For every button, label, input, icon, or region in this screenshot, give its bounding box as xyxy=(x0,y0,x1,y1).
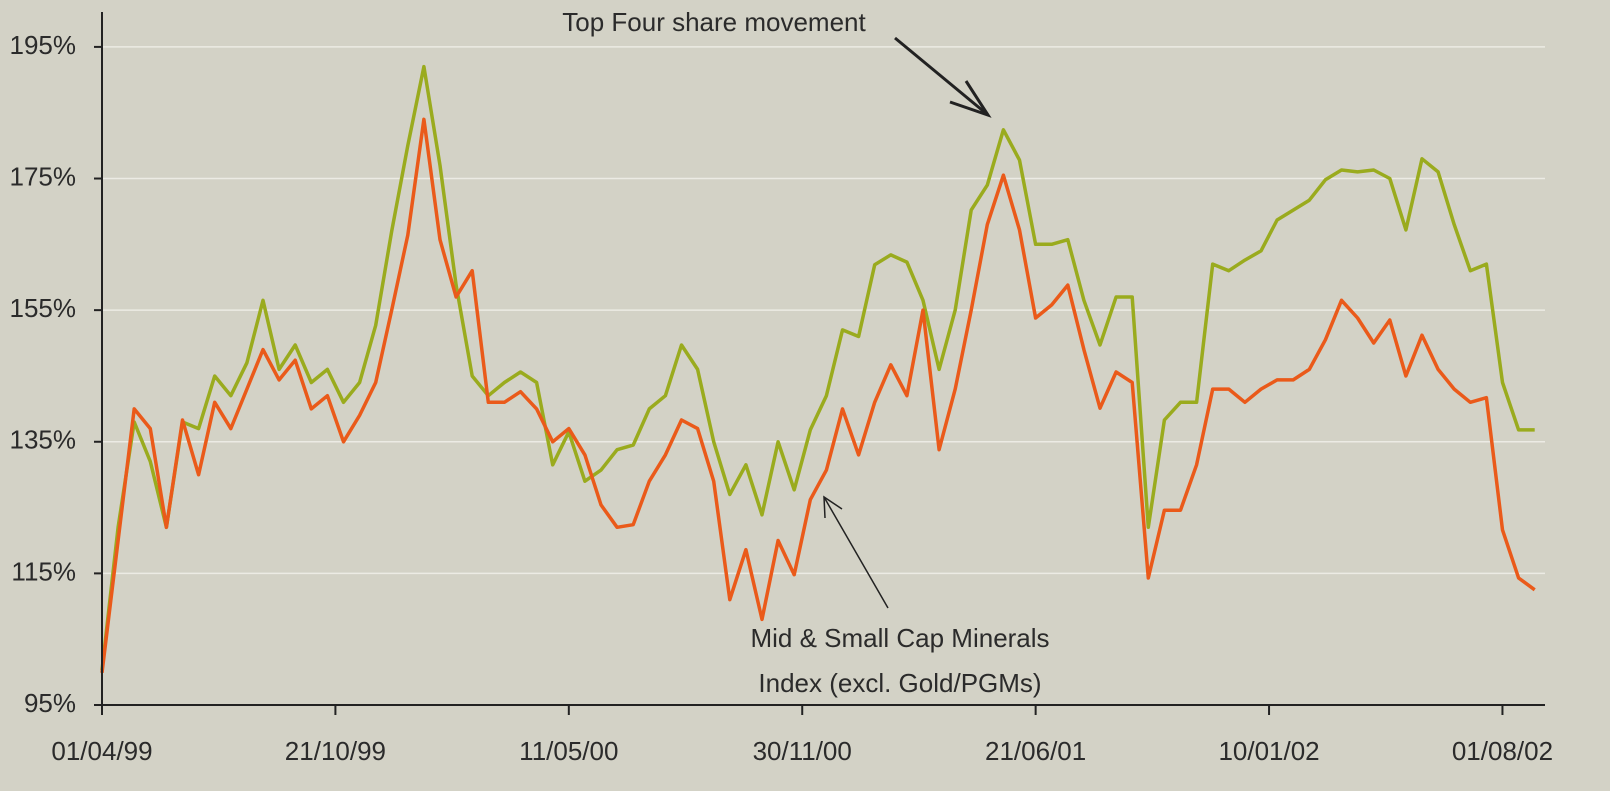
y-tick-label: 95% xyxy=(24,688,76,718)
annotation: Mid & Small Cap Minerals xyxy=(750,623,1049,653)
annotation-arrow xyxy=(823,496,889,609)
annotation: Index (excl. Gold/PGMs) xyxy=(758,668,1041,698)
series-line xyxy=(100,64,1535,671)
arrow-head xyxy=(949,80,992,118)
x-tick-label: 01/04/99 xyxy=(51,736,152,766)
y-tick-label: 115% xyxy=(11,556,76,586)
arrow-head xyxy=(823,495,843,519)
annotation-arrow xyxy=(894,36,989,117)
y-tick-label: 135% xyxy=(10,425,77,455)
x-tick-label: 30/11/00 xyxy=(753,736,852,766)
x-tick-label: 01/08/02 xyxy=(1452,736,1553,766)
y-tick-label: 155% xyxy=(10,293,77,323)
y-tick-label: 175% xyxy=(10,161,77,191)
x-tick-label: 21/10/99 xyxy=(285,736,386,766)
y-tick-label: 195% xyxy=(10,30,77,60)
lines xyxy=(100,64,1536,674)
x-tick-label: 10/01/02 xyxy=(1218,736,1319,766)
x-tick-label: 11/05/00 xyxy=(519,736,618,766)
annotation: Top Four share movement xyxy=(562,7,866,37)
x-tick-label: 21/06/01 xyxy=(985,736,1086,766)
series-line xyxy=(100,117,1536,674)
